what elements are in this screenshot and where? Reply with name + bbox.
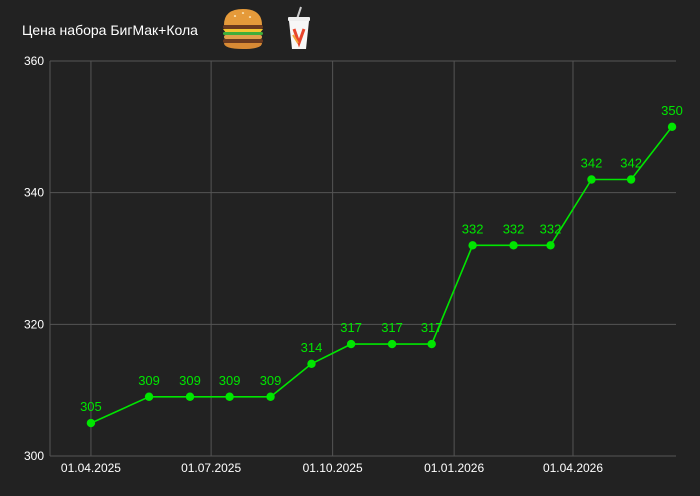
data-point — [225, 392, 234, 401]
data-label: 317 — [381, 320, 403, 335]
data-label: 309 — [179, 373, 201, 388]
data-point — [546, 241, 555, 250]
data-label: 342 — [620, 156, 642, 171]
data-label: 309 — [138, 373, 160, 388]
x-tick-label: 01.01.2026 — [424, 461, 484, 475]
chart-title: Цена набора БигМак+Кола — [22, 22, 198, 38]
data-point — [346, 339, 356, 349]
data-point — [86, 418, 96, 428]
data-label: 309 — [219, 373, 241, 388]
data-label: 317 — [340, 320, 362, 335]
data-point — [144, 392, 154, 401]
y-tick-label: 320 — [24, 317, 44, 331]
x-tick-label: 01.07.2025 — [181, 461, 241, 475]
data-point — [667, 122, 677, 132]
data-point — [468, 241, 477, 250]
y-tick-label: 300 — [24, 449, 44, 463]
data-point — [266, 392, 275, 401]
data-label: 314 — [301, 340, 323, 355]
x-tick-label: 01.04.2025 — [61, 461, 121, 475]
x-tick-label: 01.10.2025 — [303, 461, 363, 475]
data-label: 332 — [540, 221, 562, 236]
data-point — [427, 339, 436, 349]
y-tick-label: 360 — [24, 54, 44, 68]
data-label: 332 — [503, 221, 525, 236]
data-label: 305 — [80, 399, 102, 414]
data-label: 350 — [661, 103, 683, 118]
y-tick-label: 340 — [24, 186, 44, 200]
data-point — [307, 359, 316, 369]
data-point — [509, 241, 518, 250]
data-point — [185, 392, 195, 401]
data-label: 317 — [421, 320, 443, 335]
data-point — [587, 175, 596, 184]
chart-header: Цена набора БигМак+Кола — [22, 0, 332, 60]
series-line — [90, 126, 673, 424]
data-label: 342 — [581, 156, 603, 171]
data-point — [626, 175, 636, 184]
x-tick-label: 01.04.2026 — [543, 461, 603, 475]
cola-cup-icon — [284, 5, 314, 56]
burger-icon — [220, 5, 266, 56]
data-label: 332 — [462, 221, 484, 236]
data-point — [387, 339, 397, 349]
data-label: 309 — [260, 373, 282, 388]
